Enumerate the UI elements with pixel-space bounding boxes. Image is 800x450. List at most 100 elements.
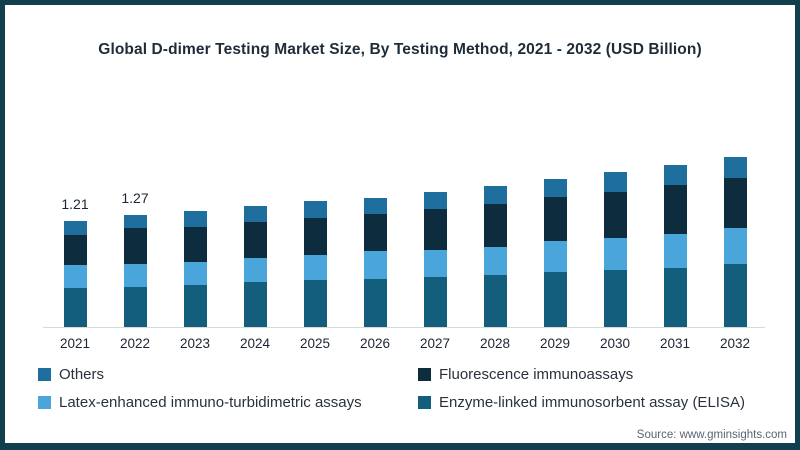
- legend-swatch-latex: [38, 396, 51, 409]
- bar-group-2025: [285, 143, 345, 327]
- bar-segment-fluorescence-2029: [543, 196, 567, 241]
- x-axis-label-2028: 2028: [479, 336, 511, 351]
- legend-swatch-fluorescence: [418, 368, 431, 381]
- bar-segment-latex-2021: [63, 265, 87, 289]
- bar-segment-others-2030: [603, 172, 627, 192]
- bar-segment-elisa-2023: [183, 284, 207, 327]
- stacked-bar-2029: [543, 179, 567, 327]
- bar-segment-latex-2024: [243, 257, 267, 283]
- bar-group-2032: [705, 143, 765, 327]
- bar-segment-elisa-2025: [303, 280, 327, 327]
- stacked-bar-2022: [123, 215, 147, 327]
- bar-segment-latex-2026: [363, 251, 387, 279]
- bar-segment-elisa-2022: [123, 286, 147, 327]
- x-axis-label-2023: 2023: [179, 336, 211, 351]
- x-axis-label-2030: 2030: [599, 336, 631, 351]
- bar-segment-elisa-2030: [603, 269, 627, 327]
- stacked-bar-2026: [363, 197, 387, 327]
- bar-value-label-2022: 1.27: [121, 190, 149, 207]
- bar-group-2028: [465, 143, 525, 327]
- bar-segment-fluorescence-2024: [243, 222, 267, 258]
- bar-segment-fluorescence-2032: [723, 178, 747, 229]
- legend-swatch-others: [38, 368, 51, 381]
- bar-segment-fluorescence-2026: [363, 214, 387, 252]
- bar-segment-latex-2032: [723, 228, 747, 264]
- bar-segment-fluorescence-2027: [423, 209, 447, 250]
- bar-segment-latex-2023: [183, 261, 207, 285]
- bar-segment-latex-2029: [543, 240, 567, 273]
- bar-segment-others-2032: [723, 157, 747, 179]
- chart-title: Global D-dimer Testing Market Size, By T…: [98, 41, 702, 58]
- bar-segment-others-2023: [183, 210, 207, 227]
- x-axis-label-2029: 2029: [539, 336, 571, 351]
- bar-group-2024: [225, 143, 285, 327]
- source-credit: Source: www.gminsights.com: [636, 429, 787, 441]
- bar-segment-fluorescence-2023: [183, 226, 207, 262]
- legend-label-others: Others: [59, 366, 105, 383]
- bar-group-2031: [645, 143, 705, 327]
- x-axis-label-2026: 2026: [359, 336, 391, 351]
- bar-segment-latex-2030: [603, 238, 627, 270]
- bar-segment-latex-2031: [663, 233, 687, 268]
- stacked-bar-2024: [243, 205, 267, 327]
- stacked-bar-2030: [603, 172, 627, 327]
- x-axis-label-2021: 2021: [59, 336, 91, 351]
- bar-segment-latex-2025: [303, 254, 327, 281]
- bar-segment-others-2027: [423, 192, 447, 210]
- bar-segment-fluorescence-2028: [483, 203, 507, 247]
- bar-group-2029: [525, 143, 585, 327]
- bar-segment-latex-2028: [483, 246, 507, 276]
- x-axis-label-2025: 2025: [299, 336, 331, 351]
- x-axis-labels: 2021 2022 2023 2024 2025 2026 2027 2028 2029 2030…: [45, 336, 765, 351]
- bar-segment-others-2022: [123, 215, 147, 229]
- bar-segment-elisa-2026: [363, 278, 387, 327]
- bar-segment-others-2031: [663, 165, 687, 186]
- stacked-bar-2028: [483, 186, 507, 327]
- bar-group-2027: [405, 143, 465, 327]
- bar-segment-elisa-2027: [423, 276, 447, 327]
- bar-segment-fluorescence-2025: [303, 217, 327, 255]
- bar-segment-fluorescence-2031: [663, 185, 687, 234]
- bar-group-2022: 1.27: [105, 143, 165, 327]
- bar-segment-fluorescence-2021: [63, 234, 87, 266]
- bar-segment-elisa-2028: [483, 275, 507, 327]
- legend-item-latex: Latex-enhanced immuno-turbidimetric assa…: [38, 394, 362, 411]
- legend-item-others: Others: [38, 366, 104, 383]
- legend-label-elisa: Enzyme-linked immunosorbent assay (ELISA…: [439, 394, 745, 411]
- legend-swatch-elisa: [418, 396, 431, 409]
- bar-segment-latex-2027: [423, 249, 447, 277]
- bar-segment-elisa-2031: [663, 268, 687, 327]
- stacked-bar-2031: [663, 165, 687, 327]
- bar-group-2026: [345, 143, 405, 327]
- plot-area: 1.21 1.27: [45, 143, 765, 327]
- x-axis-line: [43, 327, 765, 328]
- bar-segment-elisa-2024: [243, 282, 267, 327]
- bar-group-2030: [585, 143, 645, 327]
- bar-segment-fluorescence-2022: [123, 228, 147, 264]
- bar-segment-others-2025: [303, 201, 327, 218]
- bar-segment-others-2029: [543, 179, 567, 197]
- legend-label-fluorescence: Fluorescence immunoassays: [439, 366, 634, 383]
- legend-item-fluorescence: Fluorescence immunoassays: [418, 366, 633, 383]
- x-axis-label-2032: 2032: [719, 336, 751, 351]
- stacked-bar-2027: [423, 192, 447, 327]
- bar-segment-others-2026: [363, 197, 387, 215]
- x-axis-label-2027: 2027: [419, 336, 451, 351]
- bar-segment-elisa-2021: [63, 288, 87, 327]
- bar-value-label-2021: 1.21: [61, 195, 89, 212]
- bar-group-2021: 1.21: [45, 143, 105, 327]
- bar-segment-others-2021: [63, 220, 87, 235]
- stacked-bar-2025: [303, 201, 327, 327]
- bar-segment-latex-2022: [123, 263, 147, 287]
- bar-segment-others-2028: [483, 186, 507, 204]
- x-axis-label-2022: 2022: [119, 336, 151, 351]
- stacked-bar-2021: [63, 220, 87, 327]
- stacked-bar-2032: [723, 157, 747, 327]
- bar-segment-others-2024: [243, 205, 267, 223]
- bar-segment-elisa-2032: [723, 263, 747, 327]
- legend-label-latex: Latex-enhanced immuno-turbidimetric assa…: [59, 394, 362, 411]
- x-axis-label-2024: 2024: [239, 336, 271, 351]
- x-axis-label-2031: 2031: [659, 336, 691, 351]
- bar-segment-fluorescence-2030: [603, 191, 627, 239]
